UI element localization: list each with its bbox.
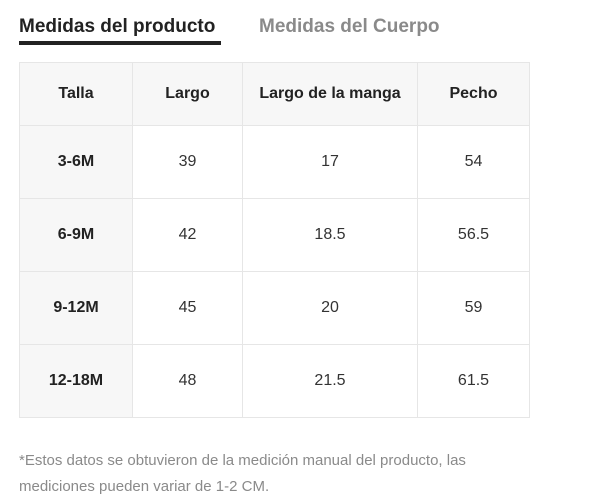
header-chest: Pecho (417, 62, 530, 126)
length-cell: 48 (132, 344, 243, 418)
tab-body-measurements[interactable]: Medidas del Cuerpo (259, 16, 440, 37)
table-header-row: Talla Largo Largo de la manga Pecho (19, 62, 530, 126)
size-cell: 3-6M (19, 125, 133, 199)
size-cell: 12-18M (19, 344, 133, 418)
length-cell: 39 (132, 125, 243, 199)
length-cell: 45 (132, 271, 243, 345)
header-length: Largo (132, 62, 243, 126)
table-row: 9-12M 45 20 59 (19, 271, 530, 345)
size-cell: 9-12M (19, 271, 133, 345)
sleeve-length-cell: 18.5 (242, 198, 418, 272)
chest-cell: 59 (417, 271, 530, 345)
chest-cell: 54 (417, 125, 530, 199)
sleeve-length-cell: 17 (242, 125, 418, 199)
size-chart-table: Talla Largo Largo de la manga Pecho 3-6M… (19, 62, 530, 418)
size-cell: 6-9M (19, 198, 133, 272)
table-row: 3-6M 39 17 54 (19, 125, 530, 199)
measurement-disclaimer: *Estos datos se obtuvieron de la medició… (19, 452, 466, 495)
header-sleeve-length: Largo de la manga (242, 62, 418, 126)
active-tab-underline (19, 41, 221, 45)
tab-product-measurements[interactable]: Medidas del producto (19, 16, 216, 37)
chest-cell: 56.5 (417, 198, 530, 272)
table-row: 6-9M 42 18.5 56.5 (19, 198, 530, 272)
table-row: 12-18M 48 21.5 61.5 (19, 344, 530, 418)
header-size: Talla (19, 62, 133, 126)
sleeve-length-cell: 20 (242, 271, 418, 345)
length-cell: 42 (132, 198, 243, 272)
chest-cell: 61.5 (417, 344, 530, 418)
sleeve-length-cell: 21.5 (242, 344, 418, 418)
